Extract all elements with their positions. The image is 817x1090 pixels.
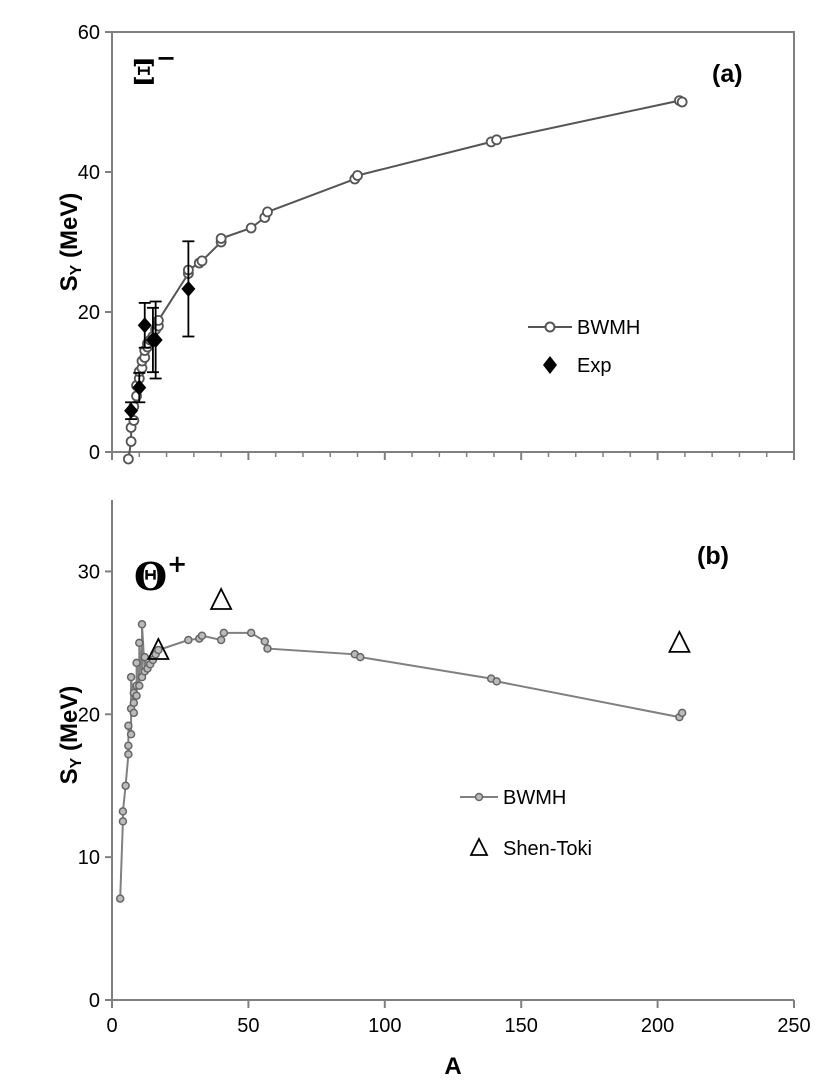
data-point	[129, 698, 139, 708]
data-point	[121, 781, 130, 790]
series-line-bwmh	[119, 624, 684, 899]
data-point	[677, 708, 687, 718]
x-tick-label: 50	[237, 1015, 259, 1037]
data-point	[135, 681, 144, 690]
data-point	[129, 708, 139, 718]
legend: BWMH Shen-Toki	[460, 787, 592, 860]
x-tick-label: 150	[505, 1015, 538, 1037]
exp-point	[132, 379, 147, 396]
data-series	[115, 586, 691, 903]
data-point	[124, 750, 133, 759]
data-point	[124, 721, 133, 730]
data-point	[260, 637, 270, 646]
panel-label: (b)	[697, 542, 729, 570]
particle-label: Ξ−	[132, 43, 176, 93]
data-point	[262, 206, 273, 218]
panel-b: 0 10 20 30 0 50 100 150 200 250 Θ+ (b) SY (MeV) A…	[56, 500, 811, 1080]
y-tick-label: 30	[78, 561, 100, 583]
panel-a: 0 20 40 60 Ξ− (a) SY (MeV) BWMH Exp	[56, 22, 795, 465]
legend-shen-toki-label: Shen-Toki	[503, 838, 592, 860]
data-point	[124, 741, 133, 750]
legend-shen-toki-marker	[469, 836, 489, 856]
x-tick-label: 0	[106, 1015, 117, 1037]
data-point	[118, 817, 128, 826]
data-point	[132, 658, 141, 668]
plot-area-frame	[111, 31, 795, 453]
exp-point	[148, 332, 163, 348]
data-point	[122, 453, 134, 465]
legend-exp-label: Exp	[577, 355, 611, 377]
x-axis-title: A	[444, 1053, 461, 1080]
exp-point	[181, 280, 196, 297]
data-point	[125, 436, 137, 447]
data-point	[216, 635, 226, 645]
axis-ticks	[105, 31, 795, 460]
data-point	[135, 638, 144, 648]
y-tick-label: 0	[89, 442, 100, 464]
y-axis-title: SY (MeV)	[56, 193, 85, 292]
data-point	[676, 96, 688, 108]
particle-label: Θ+	[134, 549, 187, 599]
shen-toki-point	[146, 636, 170, 660]
data-point	[140, 652, 149, 662]
data-point	[492, 677, 501, 686]
y-axis-title: SY (MeV)	[56, 686, 85, 785]
data-point	[126, 672, 136, 682]
x-tick-label: 100	[368, 1015, 401, 1037]
data-point	[219, 628, 229, 638]
shen-toki-point	[667, 629, 691, 653]
data-point	[115, 894, 125, 903]
data-point	[137, 620, 147, 629]
tick-labels: 0 10 20 30 0 50 100 150 200 250	[78, 561, 811, 1037]
data-point	[215, 233, 227, 244]
y-tick-label: 10	[78, 847, 100, 869]
legend-bwmh-label: BWMH	[577, 317, 640, 339]
legend: BWMH Exp	[528, 317, 640, 377]
shen-toki-point	[209, 586, 233, 610]
data-series	[122, 95, 688, 465]
data-point	[184, 635, 193, 645]
exp-point	[137, 317, 152, 334]
legend-bwmh-marker	[544, 321, 556, 333]
data-point	[126, 730, 136, 739]
y-tick-label: 60	[78, 22, 100, 44]
tick-labels: 0 20 40 60	[78, 22, 100, 464]
y-tick-label: 20	[78, 302, 100, 324]
panel-label: (a)	[712, 60, 743, 88]
data-point	[154, 645, 163, 655]
legend-exp-marker	[543, 356, 557, 374]
data-point	[197, 631, 207, 640]
legend-bwmh-marker	[474, 792, 484, 802]
exp-point	[124, 402, 139, 419]
legend-bwmh-label: BWMH	[503, 787, 566, 809]
y-tick-label: 20	[78, 704, 100, 726]
data-point	[246, 628, 256, 638]
x-tick-label: 250	[777, 1015, 810, 1037]
data-point	[352, 170, 363, 181]
data-point	[118, 807, 128, 816]
x-tick-label: 200	[641, 1015, 674, 1037]
axis-ticks	[105, 570, 795, 1008]
data-point	[196, 255, 208, 267]
data-point	[355, 652, 365, 662]
data-point	[132, 691, 141, 700]
y-tick-label: 40	[78, 162, 100, 184]
data-point	[245, 222, 257, 234]
y-tick-label: 0	[89, 990, 100, 1012]
data-point	[491, 134, 503, 146]
data-point	[263, 644, 272, 653]
